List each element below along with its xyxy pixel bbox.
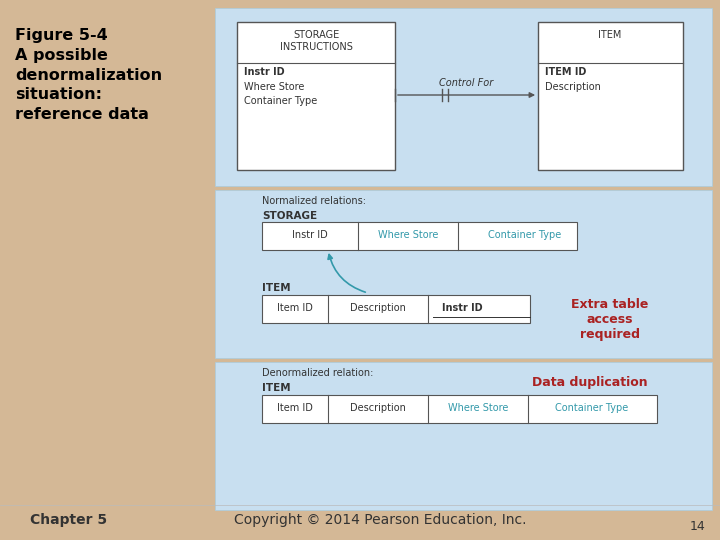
Text: Data duplication: Data duplication — [532, 376, 648, 389]
FancyBboxPatch shape — [215, 8, 712, 186]
Text: Where Store: Where Store — [448, 403, 508, 413]
Text: Normalized relations:: Normalized relations: — [262, 196, 366, 206]
Text: Where Store: Where Store — [244, 82, 305, 92]
Text: Item ID: Item ID — [277, 303, 313, 313]
Text: Instr ID: Instr ID — [244, 67, 284, 77]
FancyBboxPatch shape — [538, 22, 683, 170]
Text: STORAGE
INSTRUCTIONS: STORAGE INSTRUCTIONS — [279, 30, 352, 52]
Text: Denormalized relation:: Denormalized relation: — [262, 368, 374, 378]
Text: 14: 14 — [689, 520, 705, 533]
Text: Container Type: Container Type — [555, 403, 629, 413]
Text: Container Type: Container Type — [244, 96, 318, 106]
FancyBboxPatch shape — [215, 362, 712, 510]
Text: Where Store: Where Store — [378, 230, 438, 240]
Text: Instr ID: Instr ID — [292, 230, 328, 240]
Text: Chapter 5: Chapter 5 — [30, 513, 107, 527]
FancyBboxPatch shape — [262, 222, 577, 250]
Text: Description: Description — [545, 82, 601, 92]
Text: Description: Description — [350, 303, 406, 313]
Text: Copyright © 2014 Pearson Education, Inc.: Copyright © 2014 Pearson Education, Inc. — [234, 513, 526, 527]
Text: ITEM ID: ITEM ID — [545, 67, 586, 77]
FancyBboxPatch shape — [215, 190, 712, 358]
Text: Figure 5-4
A possible
denormalization
situation:
reference data: Figure 5-4 A possible denormalization si… — [15, 28, 162, 122]
Text: ITEM: ITEM — [262, 283, 291, 293]
FancyBboxPatch shape — [262, 395, 657, 423]
Text: ITEM: ITEM — [262, 383, 291, 393]
Text: Instr ID: Instr ID — [441, 303, 482, 313]
Text: STORAGE: STORAGE — [262, 211, 317, 221]
Text: ITEM: ITEM — [598, 30, 621, 40]
FancyBboxPatch shape — [237, 22, 395, 170]
Text: Extra table
access
required: Extra table access required — [571, 298, 649, 341]
FancyBboxPatch shape — [262, 295, 530, 323]
Text: Container Type: Container Type — [488, 230, 562, 240]
Text: Description: Description — [350, 403, 406, 413]
Text: Control For: Control For — [439, 78, 493, 88]
Text: Item ID: Item ID — [277, 403, 313, 413]
